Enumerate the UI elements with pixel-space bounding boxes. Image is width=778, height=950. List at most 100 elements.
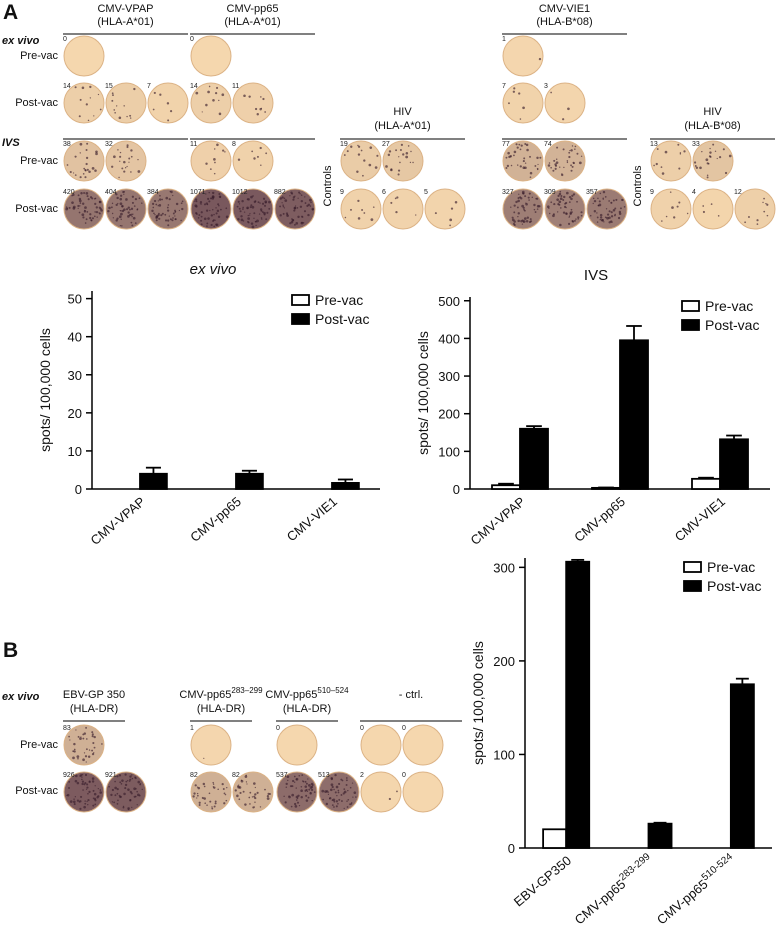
spot [249, 214, 251, 216]
spot [131, 195, 135, 198]
well-count: 926 [63, 772, 75, 779]
y-tick-label: 10 [68, 444, 82, 459]
spot [112, 217, 115, 219]
spot [94, 785, 96, 787]
well-count: 5 [424, 189, 428, 196]
spot [397, 169, 401, 172]
spot [559, 223, 562, 227]
spot [306, 790, 309, 793]
spot [599, 216, 603, 219]
category-name: CMV-VPAP [88, 494, 148, 548]
spot [128, 213, 132, 217]
spot [592, 202, 594, 205]
spot [153, 199, 157, 203]
x-tick-label: CMV-pp65 [571, 494, 628, 545]
spot [86, 168, 89, 171]
spot [95, 206, 98, 209]
well-count: 27 [382, 141, 390, 148]
spot [222, 149, 225, 152]
spot [111, 165, 114, 168]
spot [568, 151, 571, 154]
well [544, 140, 586, 182]
spot [213, 805, 216, 808]
spot [181, 200, 184, 203]
spot [171, 219, 174, 222]
spot [568, 201, 571, 203]
spot [593, 210, 597, 213]
spot [211, 806, 213, 808]
spot [547, 205, 550, 208]
spot [126, 144, 129, 147]
well-spots [538, 57, 542, 61]
well-spots [205, 143, 226, 175]
well-spots [283, 774, 316, 808]
well-count: 0 [402, 772, 406, 779]
spot [110, 793, 113, 797]
spot [262, 97, 265, 101]
spot [529, 176, 532, 178]
spot [596, 212, 598, 214]
spot [249, 791, 252, 794]
spot [547, 164, 551, 167]
spot [94, 169, 97, 172]
spot [134, 776, 136, 779]
spot [195, 91, 199, 95]
spot [234, 789, 237, 792]
spot [97, 788, 99, 790]
spot [550, 166, 552, 169]
spot [333, 800, 336, 803]
spot [390, 201, 393, 204]
spot [716, 157, 718, 160]
spot [91, 749, 94, 752]
well [544, 82, 586, 124]
spot [101, 743, 103, 745]
spot [310, 201, 312, 204]
well [147, 188, 189, 230]
spot [260, 164, 262, 167]
spot [570, 169, 573, 172]
spot [121, 209, 125, 213]
spot [195, 205, 198, 208]
spot [385, 165, 388, 168]
spot [138, 197, 141, 200]
spot [242, 208, 244, 210]
spot [705, 158, 709, 162]
spot [268, 207, 271, 210]
spot [709, 147, 711, 150]
spot [87, 803, 89, 806]
well-count: 19 [340, 141, 348, 148]
row-label: Post-vac [15, 203, 58, 215]
well-count: 921 [105, 772, 117, 779]
well-spots [236, 195, 271, 229]
spot [296, 797, 299, 800]
spot [206, 804, 208, 806]
spot [262, 197, 266, 200]
group-title: CMV-VIE1 [539, 3, 590, 15]
well-count: 14 [63, 83, 71, 90]
spot [567, 107, 570, 111]
spot [533, 208, 536, 211]
spot [79, 142, 83, 146]
spot [225, 207, 228, 210]
spot [205, 193, 207, 195]
spot [449, 224, 451, 227]
spot [247, 220, 249, 223]
spot [282, 212, 285, 215]
spot [529, 218, 532, 221]
spot [309, 205, 312, 207]
spot [399, 148, 402, 151]
spot [357, 153, 361, 156]
spot [528, 199, 530, 201]
spot [528, 220, 532, 224]
spot [124, 773, 127, 776]
spot [357, 217, 361, 220]
spot [91, 731, 94, 734]
spot [294, 195, 296, 197]
spot [242, 790, 245, 793]
spot [307, 796, 310, 799]
spot [572, 193, 576, 196]
spot [201, 796, 204, 799]
spot [120, 194, 123, 197]
well-count: 537 [276, 772, 288, 779]
spot [255, 224, 257, 227]
